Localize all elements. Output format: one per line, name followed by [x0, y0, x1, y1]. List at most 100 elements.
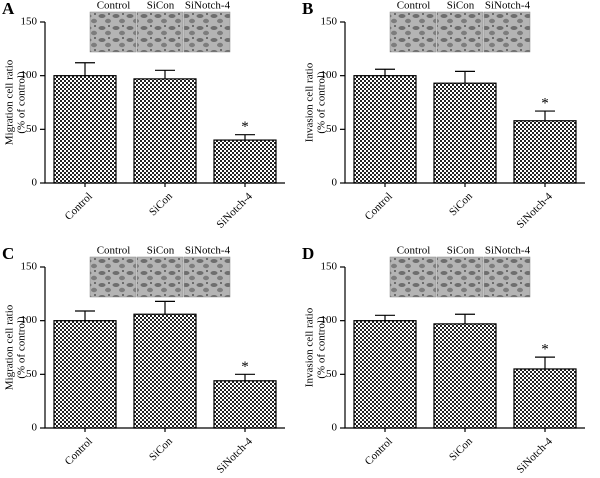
- bar: [213, 380, 277, 429]
- micrograph: [89, 11, 137, 53]
- bar: [353, 320, 417, 429]
- bar: [513, 368, 577, 429]
- error-bar: [455, 70, 475, 84]
- x-tick-label: Control: [363, 435, 395, 467]
- panel-letter: B: [302, 0, 313, 18]
- error-bar: [535, 110, 555, 121]
- error-bar: [375, 68, 395, 76]
- y-axis-label: Migration cell ratio: [4, 59, 16, 145]
- significance-mark: *: [241, 119, 249, 135]
- x-tick-label: SiNotch-4: [514, 435, 555, 476]
- error-bar: [75, 310, 95, 321]
- y-tick-label: 0: [332, 422, 338, 434]
- panel-letter: C: [2, 244, 14, 263]
- error-bar: [75, 62, 95, 76]
- image-label: SiCon: [147, 0, 175, 12]
- error-bar: [235, 373, 255, 381]
- y-tick-label: 50: [26, 123, 38, 135]
- error-bar: [155, 69, 175, 79]
- image-label: SiNotch-4: [185, 245, 231, 257]
- panel-letter: D: [302, 244, 314, 263]
- significance-mark: *: [541, 342, 549, 358]
- chart-panel: A Migration cell ratio (% of control) Contr…: [2, 0, 285, 231]
- y-tick-label: 0: [32, 422, 38, 434]
- y-tick-label: 50: [326, 368, 338, 380]
- y-axis-label: Invasion cell ratio: [304, 62, 316, 142]
- error-bar: [535, 356, 555, 369]
- x-tick-label: SiCon: [147, 190, 175, 218]
- y-tick-label: 100: [321, 69, 338, 81]
- y-tick-label: 50: [26, 368, 38, 380]
- image-label: SiNotch-4: [485, 0, 531, 12]
- image-label: SiCon: [147, 245, 175, 257]
- bar: [133, 313, 197, 429]
- significance-mark: *: [241, 359, 249, 375]
- y-tick-label: 100: [21, 69, 38, 81]
- bar: [513, 120, 577, 184]
- chart-panel: D Invasion cell ratio (% of control) Contro…: [302, 244, 585, 476]
- y-axis-label: Invasion cell ratio: [304, 307, 316, 387]
- bar: [433, 82, 497, 184]
- image-label: SiNotch-4: [185, 0, 231, 12]
- x-tick-label: Control: [363, 190, 395, 222]
- image-label: SiCon: [447, 0, 475, 12]
- image-label: Control: [97, 0, 131, 12]
- x-tick-label: Control: [63, 435, 95, 467]
- image-label: Control: [97, 245, 131, 257]
- micrograph: [436, 11, 484, 53]
- micrograph: [389, 256, 437, 298]
- error-bar: [375, 314, 395, 321]
- micrograph: [183, 11, 231, 53]
- bar: [53, 320, 117, 429]
- error-bar: [155, 300, 175, 315]
- bar: [133, 78, 197, 184]
- axes: [44, 267, 285, 429]
- y-tick-label: 100: [321, 314, 338, 326]
- micrograph: [89, 256, 137, 298]
- axes: [344, 22, 585, 184]
- x-tick-label: SiCon: [147, 435, 175, 463]
- y-axis-label: (% of control): [316, 316, 328, 379]
- image-label: SiNotch-4: [485, 245, 531, 257]
- bar: [213, 139, 277, 184]
- chart-panel: C Migration cell ratio (% of control) Contr…: [2, 244, 285, 476]
- y-axis-label: (% of control): [316, 71, 328, 134]
- x-tick-label: SiNotch-4: [514, 190, 555, 231]
- micrograph: [483, 11, 531, 53]
- bar: [53, 75, 117, 184]
- x-tick-label: SiNotch-4: [214, 435, 255, 476]
- micrograph: [483, 256, 531, 298]
- y-tick-label: 150: [21, 261, 38, 273]
- bar: [433, 323, 497, 429]
- y-tick-label: 100: [21, 314, 38, 326]
- significance-mark: *: [541, 96, 549, 112]
- y-tick-label: 0: [332, 177, 338, 189]
- micrograph: [136, 11, 184, 53]
- error-bar: [455, 313, 475, 324]
- x-tick-label: SiCon: [447, 190, 475, 218]
- bar: [353, 75, 417, 184]
- y-axis-label: (% of control): [16, 316, 28, 379]
- y-tick-label: 150: [21, 16, 38, 28]
- micrograph: [136, 256, 184, 298]
- y-axis-label: (% of control): [16, 71, 28, 134]
- chart-panel: B Invasion cell ratio (% of control) Contro…: [302, 0, 585, 231]
- y-tick-label: 50: [326, 123, 338, 135]
- micrograph: [389, 11, 437, 53]
- x-tick-label: SiCon: [447, 435, 475, 463]
- micrograph: [436, 256, 484, 298]
- axes: [44, 22, 285, 184]
- y-tick-label: 150: [321, 16, 338, 28]
- y-tick-label: 0: [32, 177, 38, 189]
- y-axis-label: Migration cell ratio: [4, 304, 16, 390]
- micrograph: [183, 256, 231, 298]
- image-label: Control: [397, 245, 431, 257]
- x-tick-label: SiNotch-4: [214, 190, 255, 231]
- panel-letter: A: [2, 0, 15, 18]
- axes: [344, 267, 585, 429]
- error-bar: [235, 134, 255, 141]
- image-label: Control: [397, 0, 431, 12]
- x-tick-label: Control: [63, 190, 95, 222]
- y-tick-label: 150: [321, 261, 338, 273]
